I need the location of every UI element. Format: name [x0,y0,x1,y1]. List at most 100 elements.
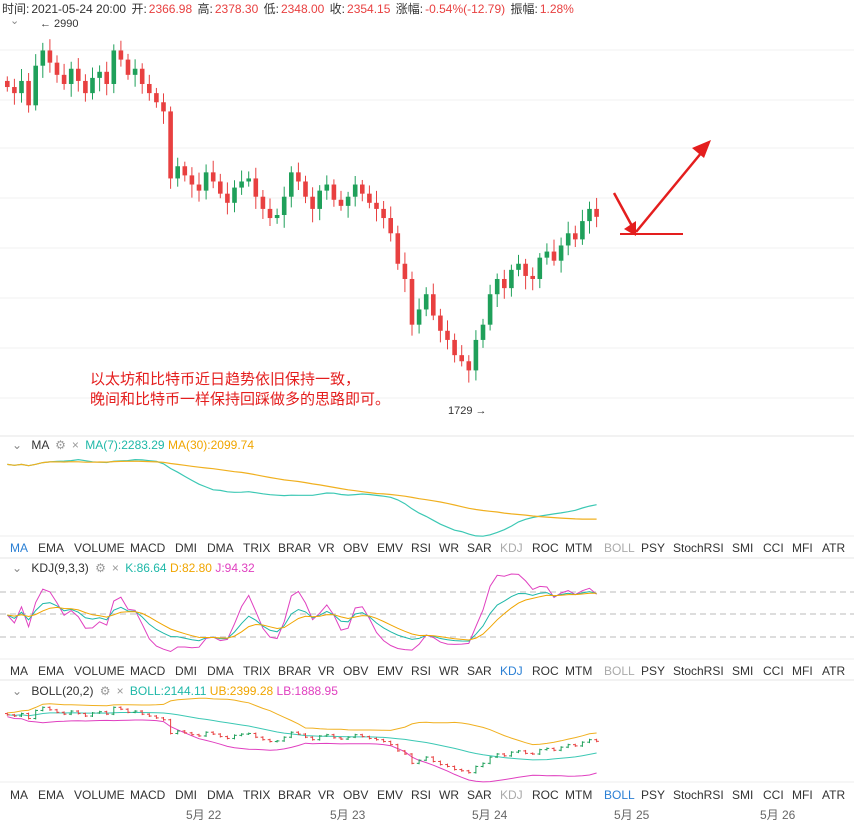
tab-ema[interactable]: EMA [38,664,65,678]
tab-rsi[interactable]: RSI [411,788,432,802]
tab-cci[interactable]: CCI [763,664,784,678]
tab-wr[interactable]: WR [439,788,459,802]
tab-atr[interactable]: ATR [822,664,846,678]
up-arrow-line [635,151,703,233]
settings-icon[interactable]: ⚙ [55,438,66,452]
tab-wr[interactable]: WR [439,664,459,678]
tab-obv[interactable]: OBV [343,664,369,678]
close-icon[interactable]: × [111,561,119,575]
candle-body [423,294,429,310]
tab-volume[interactable]: VOLUME [74,664,125,678]
tab-kdj[interactable]: KDJ [500,788,523,802]
tab-emv[interactable]: EMV [377,664,404,678]
tab-sar[interactable]: SAR [467,541,492,555]
tab-boll[interactable]: BOLL [604,664,635,678]
boll-collapse-icon[interactable]: ⌄ [12,684,23,698]
tab-vr[interactable]: VR [318,541,335,555]
tab-psy[interactable]: PSY [641,788,666,802]
analysis-annotation: 以太坊和比特币近日趋势依旧保持一致， 晚间和比特币一样保持回踩做多的思路即可。 [90,370,390,410]
candle-body [338,199,344,206]
tab-sar[interactable]: SAR [467,664,492,678]
tab-emv[interactable]: EMV [377,788,404,802]
tab-roc[interactable]: ROC [532,541,559,555]
tab-mfi[interactable]: MFI [792,541,813,555]
tab-roc[interactable]: ROC [532,664,559,678]
tab-cci[interactable]: CCI [763,541,784,555]
tab-stochrsi[interactable]: StochRSI [673,541,724,555]
tab-dmi[interactable]: DMI [175,541,197,555]
tab-smi[interactable]: SMI [732,788,754,802]
candle-body [40,50,46,66]
tab-brar[interactable]: BRAR [278,541,312,555]
tab-boll[interactable]: BOLL [604,788,635,802]
candle-body [218,181,223,194]
tab-stochrsi[interactable]: StochRSI [673,664,724,678]
ma-collapse-icon[interactable]: ⌄ [12,438,23,452]
tab-mtm[interactable]: MTM [565,788,593,802]
candle-body [367,193,372,203]
tab-smi[interactable]: SMI [732,664,754,678]
candle-body [168,111,173,179]
close-icon[interactable]: × [116,684,124,698]
tab-kdj[interactable]: KDJ [500,541,523,555]
tab-ma[interactable]: MA [10,788,28,802]
tab-trix[interactable]: TRIX [243,788,271,802]
tab-brar[interactable]: BRAR [278,664,312,678]
tab-trix[interactable]: TRIX [243,541,271,555]
tab-dma[interactable]: DMA [207,788,234,802]
candle-body [452,339,457,356]
collapse-chevron-icon[interactable]: ⌄ [10,15,20,27]
tab-cci[interactable]: CCI [763,788,784,802]
tab-emv[interactable]: EMV [377,541,404,555]
candle-body [154,93,159,103]
tab-roc[interactable]: ROC [532,788,559,802]
kdj-k-value: K:86.64 [125,561,167,575]
tab-obv[interactable]: OBV [343,541,369,555]
tab-trix[interactable]: TRIX [243,664,271,678]
tab-ema[interactable]: EMA [38,788,65,802]
tab-atr[interactable]: ATR [822,541,846,555]
candle-body [203,172,209,191]
tab-dmi[interactable]: DMI [175,788,197,802]
tab-dma[interactable]: DMA [207,541,234,555]
tab-mfi[interactable]: MFI [792,664,813,678]
settings-icon[interactable]: ⚙ [95,561,106,575]
tab-psy[interactable]: PSY [641,664,666,678]
tab-wr[interactable]: WR [439,541,459,555]
tab-obv[interactable]: OBV [343,788,369,802]
tab-vr[interactable]: VR [318,788,335,802]
tab-psy[interactable]: PSY [641,541,666,555]
tab-atr[interactable]: ATR [822,788,846,802]
tab-stochrsi[interactable]: StochRSI [673,788,724,802]
boll-panel-name: BOLL(20,2) [31,684,94,698]
settings-icon[interactable]: ⚙ [99,684,111,698]
tab-boll[interactable]: BOLL [604,541,635,555]
tab-ema[interactable]: EMA [38,541,65,555]
tab-macd[interactable]: MACD [130,788,166,802]
close-icon[interactable]: × [71,438,79,452]
candle-body [182,166,188,176]
tab-dma[interactable]: DMA [207,664,234,678]
tab-brar[interactable]: BRAR [278,788,312,802]
tab-macd[interactable]: MACD [130,664,166,678]
tab-ma[interactable]: MA [10,664,28,678]
tab-sar[interactable]: SAR [467,788,492,802]
tab-mtm[interactable]: MTM [565,664,593,678]
tab-ma[interactable]: MA [10,541,28,555]
annotation-line-1: 以太坊和比特币近日趋势依旧保持一致， [90,371,361,388]
tab-volume[interactable]: VOLUME [74,541,125,555]
tab-kdj[interactable]: KDJ [500,664,523,678]
tab-dmi[interactable]: DMI [175,664,197,678]
kdj-collapse-icon[interactable]: ⌄ [12,561,23,575]
tab-macd[interactable]: MACD [130,541,166,555]
tab-rsi[interactable]: RSI [411,541,432,555]
tab-smi[interactable]: SMI [732,541,754,555]
tab-rsi[interactable]: RSI [411,664,432,678]
candle-body [5,80,10,88]
low-label: 低: [263,2,279,16]
tab-mtm[interactable]: MTM [565,541,593,555]
candle-body [565,233,571,246]
tab-vr[interactable]: VR [318,664,335,678]
tab-volume[interactable]: VOLUME [74,788,125,802]
tab-mfi[interactable]: MFI [792,788,813,802]
